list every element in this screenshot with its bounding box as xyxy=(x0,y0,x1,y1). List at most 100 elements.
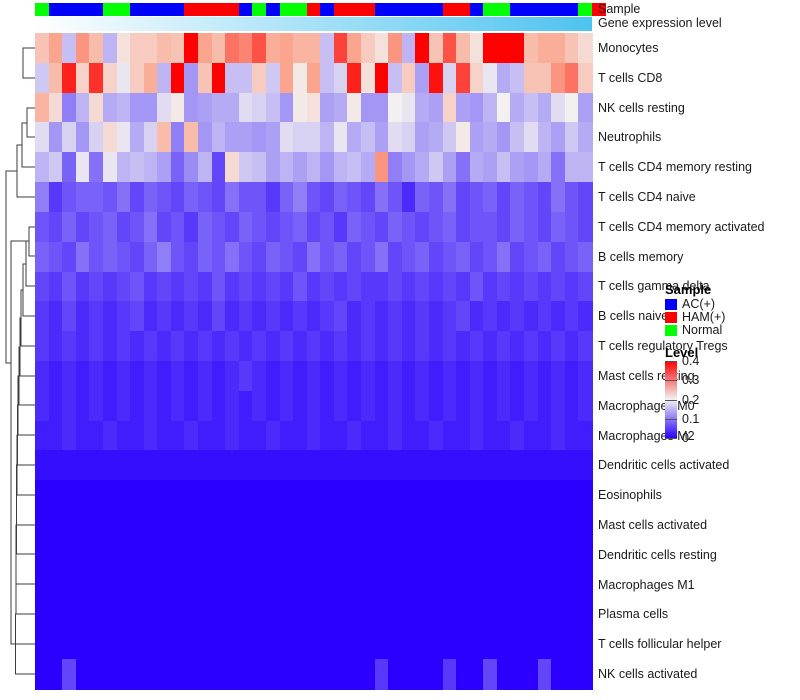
heatmap-cell xyxy=(469,211,484,243)
heatmap-cell xyxy=(238,510,253,541)
heatmap-cell xyxy=(225,390,240,422)
heatmap-cell xyxy=(374,271,389,302)
heatmap-cell xyxy=(279,62,294,94)
heatmap-cell xyxy=(75,539,90,571)
heatmap-row xyxy=(35,122,593,153)
heatmap-cell xyxy=(306,241,321,273)
heatmap-cell xyxy=(361,152,376,183)
heatmap-cell xyxy=(48,33,63,64)
heatmap-cell xyxy=(320,271,335,302)
heatmap-cell xyxy=(496,361,512,392)
heatmap-cell xyxy=(225,331,240,362)
heatmap-cell xyxy=(456,271,471,302)
heatmap-cell xyxy=(578,480,593,511)
heatmap-cell xyxy=(483,271,498,302)
heatmap-cell xyxy=(225,33,240,64)
heatmap-cell xyxy=(564,271,579,302)
heatmap-cell xyxy=(564,420,579,452)
level-legend: Level 0.4 0.3 0.2 0.1 0 xyxy=(665,346,795,444)
heatmap-cell xyxy=(143,301,158,332)
heatmap-cell xyxy=(184,659,199,690)
heatmap-cell xyxy=(551,629,566,660)
heatmap-cell xyxy=(225,241,240,273)
heatmap-cell xyxy=(198,629,213,660)
heatmap-cell xyxy=(48,539,63,571)
row-label: NK cells activated xyxy=(598,667,698,682)
level-tick-mark xyxy=(665,399,677,401)
heatmap-cell xyxy=(198,539,213,571)
heatmap-cell xyxy=(211,420,226,452)
heatmap-cell xyxy=(211,182,226,213)
heatmap-cell xyxy=(333,211,349,243)
heatmap-cell xyxy=(483,569,498,601)
heatmap-cell xyxy=(483,182,498,213)
heatmap-cell xyxy=(170,331,186,362)
heatmap-cell xyxy=(388,390,403,422)
heatmap-cell xyxy=(333,33,349,64)
heatmap-cell xyxy=(198,450,213,481)
heatmap-cell xyxy=(198,599,213,630)
heatmap-cell xyxy=(211,33,226,64)
heatmap-cell xyxy=(551,62,566,94)
heatmap-cell xyxy=(225,480,240,511)
heatmap-cell xyxy=(48,152,63,183)
heatmap-cell xyxy=(130,62,145,94)
heatmap-cell xyxy=(143,361,158,392)
heatmap-cell xyxy=(483,241,498,273)
level-tick-label: 0.2 xyxy=(682,392,700,407)
heatmap-cell xyxy=(75,629,90,660)
heatmap-cell xyxy=(184,539,199,571)
heatmap-cell xyxy=(157,539,172,571)
heatmap-cell xyxy=(456,331,471,362)
heatmap-cell xyxy=(442,271,457,302)
heatmap-cell xyxy=(293,62,308,94)
heatmap-cell xyxy=(130,301,145,332)
heatmap-cell xyxy=(442,450,457,481)
heatmap-cell xyxy=(510,92,525,124)
heatmap-cell xyxy=(35,510,50,541)
heatmap-cell xyxy=(102,420,118,452)
heatmap-cell xyxy=(130,122,145,153)
heatmap-cell xyxy=(225,361,240,392)
heatmap-cell xyxy=(89,480,104,511)
heatmap-cell xyxy=(496,450,512,481)
heatmap-cell xyxy=(35,480,50,511)
heatmap-cell xyxy=(551,182,566,213)
heatmap-cell xyxy=(388,629,403,660)
heatmap-cell xyxy=(293,182,308,213)
heatmap-cell xyxy=(347,301,362,332)
heatmap-cell xyxy=(238,301,253,332)
heatmap-cell xyxy=(361,599,376,630)
heatmap-cell xyxy=(564,599,579,630)
heatmap-cell xyxy=(293,331,308,362)
heatmap-cell xyxy=(361,390,376,422)
heatmap-cell xyxy=(293,152,308,183)
heatmap-cell xyxy=(347,33,362,64)
heatmap-cell xyxy=(157,122,172,153)
heatmap-cell xyxy=(211,122,226,153)
heatmap-cell xyxy=(333,450,349,481)
heatmap-cell xyxy=(401,62,416,94)
heatmap-cell xyxy=(442,420,457,452)
sample-annotation-block-normal xyxy=(252,3,267,16)
heatmap-cell xyxy=(211,331,226,362)
row-label: T cells CD4 memory activated xyxy=(598,219,765,234)
heatmap-cell xyxy=(374,301,389,332)
heatmap-cell xyxy=(401,450,416,481)
heatmap-cell xyxy=(75,390,90,422)
level-tick-label: 0 xyxy=(682,431,689,445)
heatmap-row xyxy=(35,33,593,64)
heatmap-row xyxy=(35,152,593,183)
heatmap-cell xyxy=(347,182,362,213)
heatmap-cell xyxy=(252,271,267,302)
heatmap-cell xyxy=(347,361,362,392)
heatmap-cell xyxy=(157,480,172,511)
legend-item-label: HAM(+) xyxy=(682,310,726,324)
heatmap-cell xyxy=(265,122,281,153)
heatmap-cell xyxy=(279,33,294,64)
heatmap-cell xyxy=(320,629,335,660)
heatmap-cell xyxy=(89,152,104,183)
heatmap-cell xyxy=(170,420,186,452)
heatmap-cell xyxy=(415,241,430,273)
heatmap-cell xyxy=(143,569,158,601)
